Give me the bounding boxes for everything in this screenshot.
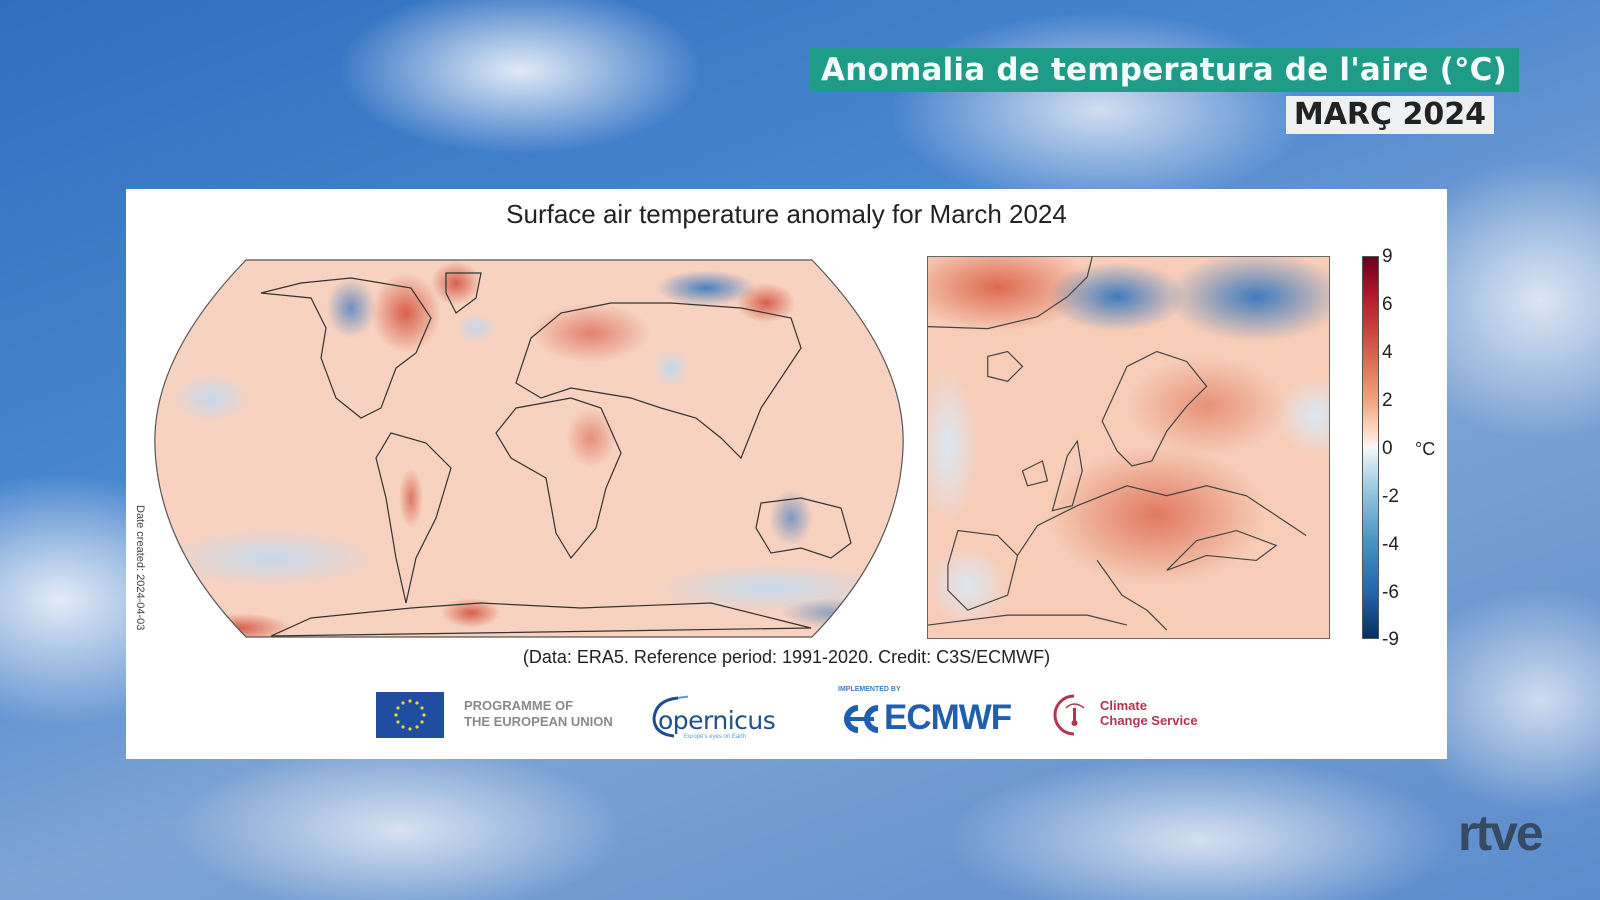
climate-change-service-logo: Climate Change Service bbox=[1052, 692, 1222, 742]
colorbar-tick: -6 bbox=[1382, 582, 1399, 603]
colorbar-tick: 6 bbox=[1382, 294, 1393, 315]
chart-title: Surface air temperature anomaly for Marc… bbox=[506, 199, 1067, 229]
date-banner: MARÇ 2024 bbox=[1285, 96, 1494, 134]
data-credit: (Data: ERA5. Reference period: 1991-2020… bbox=[522, 647, 1051, 667]
colorbar bbox=[1362, 256, 1379, 639]
copernicus-logo: opernicus Europe's eyes on Earth bbox=[648, 690, 788, 740]
colorbar-tick: 9 bbox=[1382, 246, 1393, 267]
colorbar-tick: -2 bbox=[1382, 486, 1399, 507]
ecmwf-logo: IMPLEMENTED BY ECMWF bbox=[838, 686, 1012, 737]
colorbar-tick: 2 bbox=[1382, 390, 1393, 411]
colorbar-tick: 4 bbox=[1382, 342, 1393, 363]
colorbar-unit: °C bbox=[1415, 439, 1436, 459]
colorbar-tick: 0 bbox=[1382, 438, 1393, 459]
date-created-label: Date created: 2024-04-03 bbox=[134, 505, 146, 631]
title-banner: Anomalia de temperatura de l'aire (°C) bbox=[809, 48, 1519, 92]
partner-logos: PROGRAMME OF THE EUROPEAN UNION opernicu… bbox=[376, 684, 1276, 744]
colorbar-tick: -4 bbox=[1382, 534, 1399, 555]
eu-flag-icon bbox=[376, 692, 444, 738]
eu-programme-text: PROGRAMME OF THE EUROPEAN UNION bbox=[464, 698, 613, 729]
figure-card: Surface air temperature anomaly for Marc… bbox=[126, 189, 1447, 759]
rtve-logo: rtve bbox=[1458, 805, 1544, 861]
world-map bbox=[154, 259, 904, 638]
colorbar-tick: -9 bbox=[1382, 629, 1399, 650]
europe-map bbox=[927, 256, 1330, 639]
